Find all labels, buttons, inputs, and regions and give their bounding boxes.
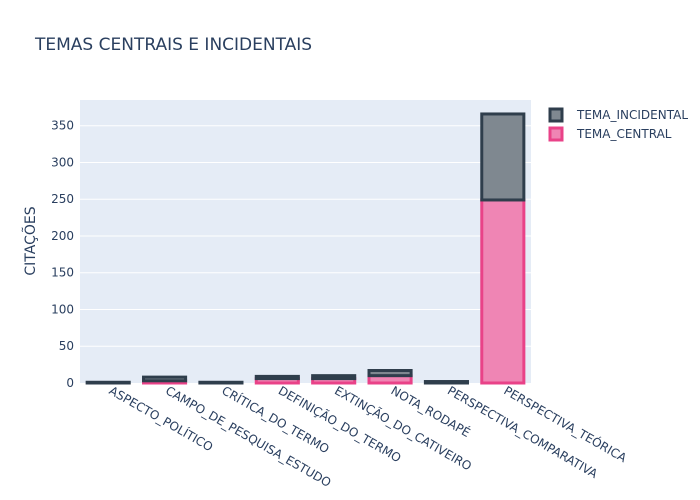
chart-title: TEMAS CENTRAIS E INCIDENTAIS — [34, 35, 312, 55]
y-axis-title: CITAÇÕES — [22, 206, 39, 275]
bar-tema-incidental — [367, 369, 413, 378]
y-tick-label: 300 — [51, 155, 74, 169]
bar-tema-incidental — [142, 375, 188, 383]
bar-tema-incidental — [423, 380, 469, 385]
bar-tema-incidental — [198, 380, 244, 385]
x-tick-label: ASPECTO_POLÍTICO — [107, 383, 216, 455]
y-tick-label: 250 — [51, 192, 74, 206]
legend-swatch — [548, 107, 564, 123]
legend-swatch — [548, 126, 564, 142]
y-tick-label: 350 — [51, 119, 74, 133]
legend-label: TEMA_INCIDENTAL — [576, 108, 688, 122]
y-axis-ticks: 0 50 100 150 200 250 300 350 — [51, 119, 74, 390]
y-tick-label: 100 — [51, 302, 74, 316]
bar-tema-incidental — [85, 380, 131, 385]
bars — [85, 112, 526, 385]
y-tick-label: 50 — [59, 339, 74, 353]
bar-tema-central — [480, 198, 526, 385]
x-axis-ticks: ASPECTO_POLÍTICOCAMPO_DE_PESQUISA_ESTUDO… — [107, 383, 630, 490]
bar-tema-incidental — [254, 374, 300, 381]
bar-tema-incidental — [480, 112, 526, 202]
y-tick-label: 150 — [51, 266, 74, 280]
gridlines — [80, 125, 531, 347]
plot-area — [80, 100, 531, 383]
legend: TEMA_INCIDENTAL TEMA_CENTRAL — [548, 107, 688, 142]
y-tick-label: 200 — [51, 229, 74, 243]
bar-tema-incidental — [311, 374, 357, 381]
y-tick-label: 0 — [66, 376, 74, 390]
legend-label: TEMA_CENTRAL — [576, 127, 672, 141]
